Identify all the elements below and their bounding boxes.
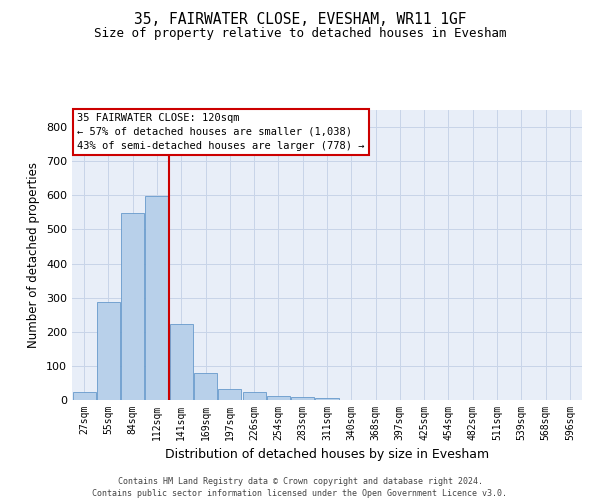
X-axis label: Distribution of detached houses by size in Evesham: Distribution of detached houses by size … [165,448,489,462]
Bar [121,214,144,400]
Bar [145,196,169,400]
Bar [218,389,241,400]
Text: Contains HM Land Registry data © Crown copyright and database right 2024.
Contai: Contains HM Land Registry data © Crown c… [92,476,508,498]
Bar [97,302,120,400]
Bar [267,396,290,400]
Text: 35 FAIRWATER CLOSE: 120sqm
← 57% of detached houses are smaller (1,038)
43% of s: 35 FAIRWATER CLOSE: 120sqm ← 57% of deta… [77,113,365,151]
Y-axis label: Number of detached properties: Number of detached properties [28,162,40,348]
Bar [170,324,193,400]
Text: Size of property relative to detached houses in Evesham: Size of property relative to detached ho… [94,28,506,40]
Bar [73,392,95,400]
Bar [194,372,217,400]
Bar [316,398,338,400]
Text: 35, FAIRWATER CLOSE, EVESHAM, WR11 1GF: 35, FAIRWATER CLOSE, EVESHAM, WR11 1GF [134,12,466,28]
Bar [291,396,314,400]
Bar [242,392,266,400]
